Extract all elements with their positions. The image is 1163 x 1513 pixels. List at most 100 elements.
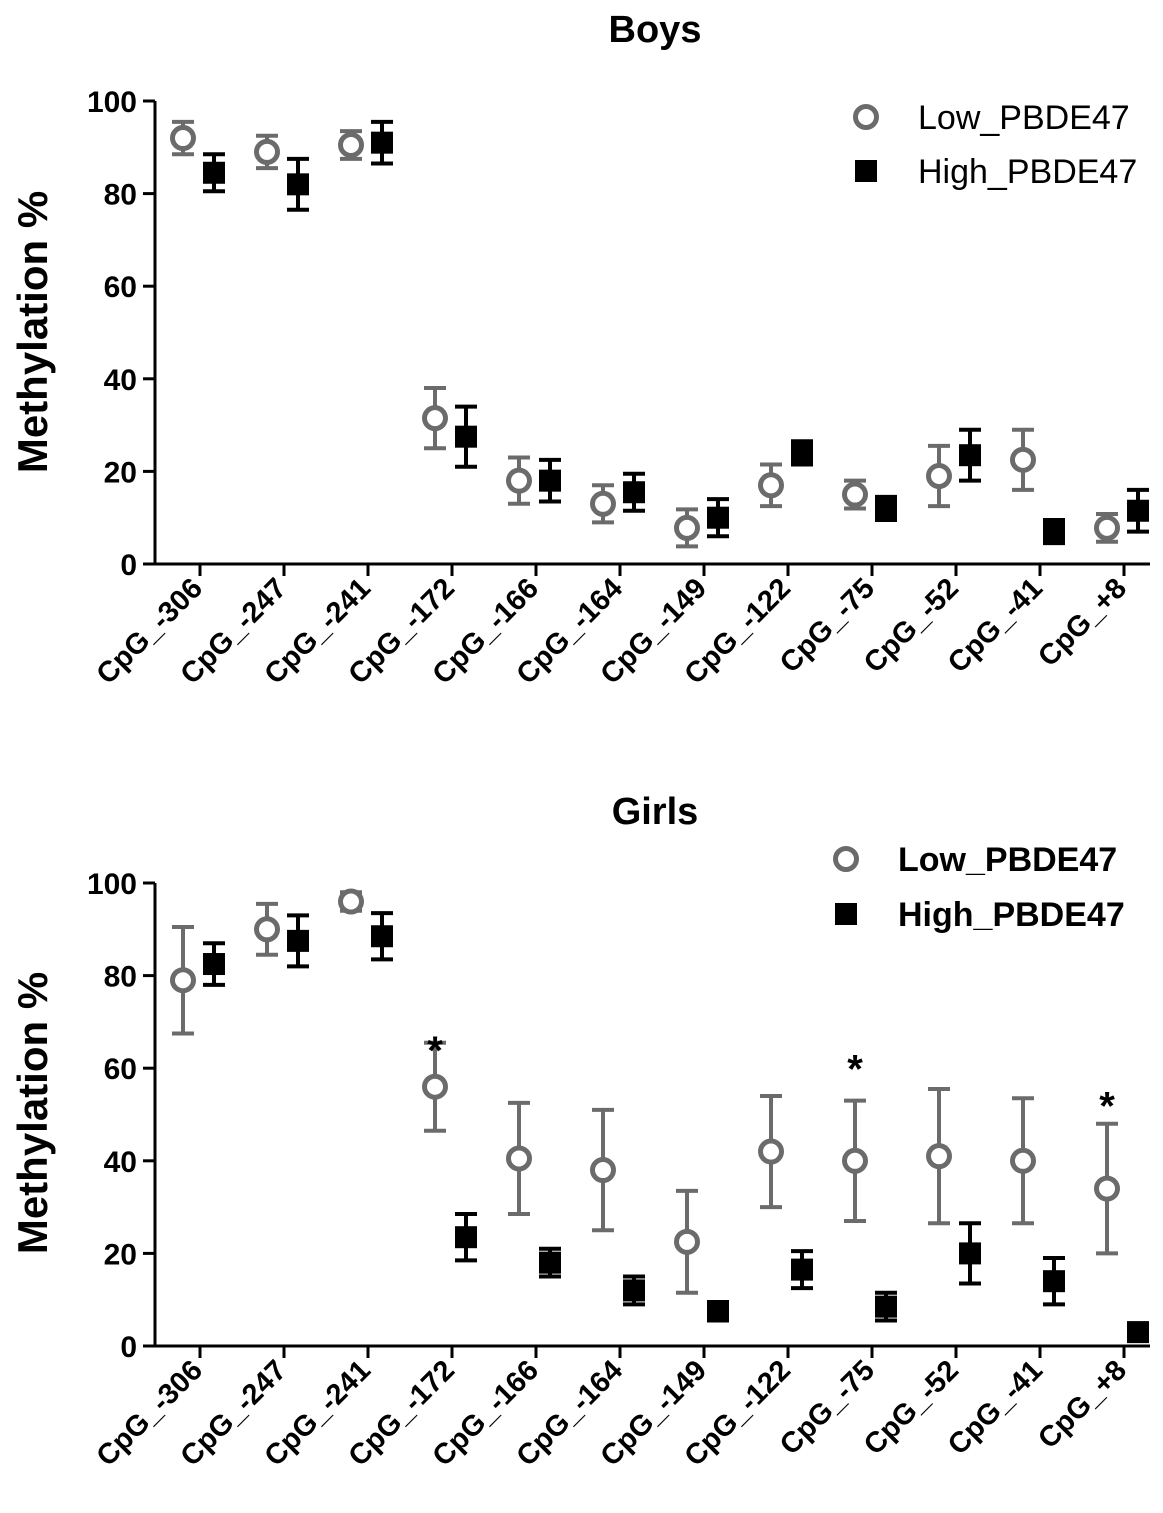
y-tick-label: 0 bbox=[120, 549, 137, 582]
x-tick-label: CpG_+8 bbox=[1032, 1354, 1133, 1455]
open-circle-marker bbox=[338, 131, 364, 158]
high-point bbox=[203, 152, 225, 194]
y-tick-label: 80 bbox=[104, 179, 137, 212]
open-circle-marker bbox=[926, 1143, 952, 1170]
filled-square-marker bbox=[959, 1242, 981, 1265]
high-point bbox=[623, 1274, 645, 1307]
y-tick-label: 80 bbox=[104, 961, 137, 994]
y-tick-label: 0 bbox=[120, 1331, 137, 1364]
high-point bbox=[455, 404, 477, 469]
filled-square-marker bbox=[1127, 1321, 1149, 1344]
low-point bbox=[506, 1100, 532, 1217]
high-point bbox=[707, 1300, 729, 1323]
low-point bbox=[674, 1188, 700, 1295]
y-axis-label: Methylation % bbox=[9, 972, 56, 1254]
low-point bbox=[506, 455, 532, 506]
y-tick-label: 20 bbox=[104, 456, 137, 489]
filled-square-marker bbox=[623, 1279, 645, 1302]
high-point bbox=[287, 156, 309, 212]
open-circle-marker bbox=[170, 125, 196, 152]
open-circle-marker bbox=[926, 463, 952, 490]
high-point bbox=[959, 1221, 981, 1286]
low-point bbox=[926, 443, 952, 509]
filled-square-marker bbox=[707, 506, 729, 529]
legend: Low_PBDE47 High_PBDE47 bbox=[853, 99, 1137, 191]
legend-high-marker bbox=[855, 160, 877, 182]
open-circle-marker bbox=[590, 490, 616, 517]
low-point bbox=[926, 1087, 952, 1226]
filled-square-marker bbox=[1127, 499, 1149, 522]
high-point bbox=[875, 1290, 897, 1323]
significance-asterisk: * bbox=[1099, 1084, 1115, 1128]
legend-low-label: Low_PBDE47 bbox=[918, 99, 1130, 137]
open-circle-marker bbox=[1010, 446, 1036, 473]
legend-high-label: High_PBDE47 bbox=[918, 153, 1137, 191]
high-point bbox=[455, 1212, 477, 1263]
y-tick-label: 60 bbox=[104, 271, 137, 304]
filled-square-marker bbox=[371, 131, 393, 154]
y-tick-label: 60 bbox=[104, 1053, 137, 1086]
y-tick-label: 40 bbox=[104, 364, 137, 397]
filled-square-marker bbox=[455, 1226, 477, 1249]
high-point bbox=[203, 941, 225, 987]
low-point bbox=[338, 888, 364, 915]
legend: Low_PBDE47 High_PBDE47 bbox=[833, 841, 1125, 934]
filled-square-marker bbox=[623, 481, 645, 504]
open-circle-marker bbox=[674, 1228, 700, 1255]
legend-low-marker bbox=[853, 104, 879, 130]
high-point bbox=[371, 119, 393, 166]
open-circle-marker bbox=[506, 1145, 532, 1172]
open-circle-marker bbox=[758, 1138, 784, 1165]
legend-high-label: High_PBDE47 bbox=[898, 896, 1125, 934]
low-point bbox=[1094, 1121, 1120, 1256]
low-point bbox=[842, 1098, 868, 1223]
legend-low-marker bbox=[833, 846, 859, 872]
low-point bbox=[1010, 427, 1036, 492]
high-point bbox=[1127, 487, 1149, 534]
y-tick-label: 100 bbox=[87, 86, 137, 119]
y-tick-label: 40 bbox=[104, 1146, 137, 1179]
significance-asterisk: * bbox=[427, 1029, 443, 1073]
low-point bbox=[590, 483, 616, 525]
low-point bbox=[422, 386, 448, 451]
low-point bbox=[254, 133, 280, 171]
filled-square-marker bbox=[791, 441, 813, 464]
low-point bbox=[758, 1093, 784, 1210]
high-point bbox=[1043, 1256, 1065, 1307]
low-point bbox=[422, 1040, 448, 1133]
filled-square-marker bbox=[203, 161, 225, 184]
chart-title: Girls bbox=[612, 791, 699, 833]
y-axis-label: Methylation % bbox=[9, 191, 56, 473]
open-circle-marker bbox=[254, 916, 280, 943]
high-point bbox=[287, 913, 309, 969]
open-circle-marker bbox=[758, 472, 784, 499]
low-point bbox=[170, 924, 196, 1036]
low-point bbox=[1094, 511, 1120, 544]
low-point bbox=[338, 129, 364, 161]
low-point bbox=[1010, 1096, 1036, 1226]
filled-square-marker bbox=[875, 1295, 897, 1318]
legend-high-marker bbox=[835, 903, 857, 925]
low-point bbox=[674, 507, 700, 549]
open-circle-marker bbox=[590, 1157, 616, 1184]
open-circle-marker bbox=[842, 481, 868, 508]
high-point bbox=[875, 494, 897, 523]
open-circle-marker bbox=[1010, 1147, 1036, 1174]
open-circle-marker bbox=[170, 967, 196, 994]
open-circle-marker bbox=[338, 888, 364, 915]
significance-asterisk: * bbox=[847, 1047, 863, 1091]
x-tick-label: CpG_+8 bbox=[1032, 572, 1133, 673]
chart-title: Boys bbox=[609, 9, 702, 51]
open-circle-marker bbox=[254, 138, 280, 165]
filled-square-marker bbox=[959, 444, 981, 467]
open-circle-marker bbox=[506, 467, 532, 494]
low-point bbox=[254, 901, 280, 957]
y-tick-label: 100 bbox=[87, 868, 137, 901]
high-point bbox=[539, 1246, 561, 1279]
filled-square-marker bbox=[1043, 520, 1065, 543]
high-point bbox=[1043, 518, 1065, 546]
legend-low-label: Low_PBDE47 bbox=[898, 841, 1117, 879]
